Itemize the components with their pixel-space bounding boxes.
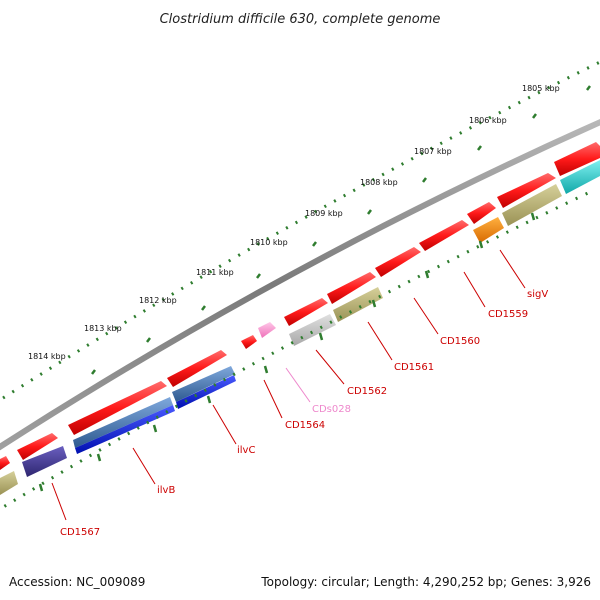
- accession-text: Accession: NC_009089: [9, 575, 145, 589]
- outer-ruler-ticks: [2, 60, 600, 400]
- gene-arrow-forward[interactable]: [167, 350, 227, 387]
- minor-tick: [318, 332, 324, 341]
- leader-line: [499, 249, 526, 289]
- gene-label-sigv[interactable]: sigV: [527, 289, 548, 300]
- minor-tick: [152, 424, 158, 433]
- leader-line: [463, 271, 486, 308]
- cog-block[interactable]: [502, 184, 562, 226]
- gene-label-cd1562[interactable]: CD1562: [347, 386, 387, 397]
- gene-label-ilvb[interactable]: ilvB: [157, 485, 175, 496]
- gene-label-cd1560[interactable]: CD1560: [440, 336, 480, 347]
- major-tick: [367, 209, 372, 215]
- minor-tick: [478, 240, 484, 249]
- gene-labels: [51, 249, 526, 521]
- leader-line: [367, 321, 393, 361]
- ruler-label: 1805 kbp: [522, 84, 560, 93]
- cog-block[interactable]: [0, 471, 18, 495]
- cog-block[interactable]: [560, 160, 600, 194]
- gene-arrow-forward[interactable]: [554, 142, 600, 176]
- major-tick: [256, 273, 261, 279]
- genome-backbone: [0, 118, 600, 451]
- gene-arrow-forward[interactable]: [68, 381, 167, 435]
- gene-label-ilvc[interactable]: ilvC: [237, 445, 255, 456]
- major-tick: [91, 369, 96, 375]
- major-tick: [477, 145, 482, 151]
- gene-arrow-forward[interactable]: [497, 173, 556, 208]
- ruler-label: 1812 kbp: [139, 296, 177, 305]
- gene-arrow-cds028[interactable]: [258, 322, 276, 338]
- gene-arrow-forward[interactable]: [419, 220, 469, 251]
- minor-tick: [424, 270, 430, 279]
- gene-arrow-forward[interactable]: [17, 433, 58, 460]
- ruler-label: 1809 kbp: [305, 209, 343, 218]
- major-tick: [586, 85, 591, 91]
- major-tick: [201, 305, 206, 311]
- gene-arrow-forward[interactable]: [375, 247, 421, 277]
- major-tick: [532, 113, 537, 119]
- gene-arrow-forward[interactable]: [284, 298, 328, 326]
- leader-line: [132, 447, 156, 485]
- minor-tick: [530, 212, 536, 221]
- minor-tick: [206, 395, 212, 404]
- gene-arrow-forward[interactable]: [241, 335, 257, 349]
- inner-tick-line: [0, 190, 591, 511]
- cog-track: [0, 160, 600, 495]
- leader-line: [413, 297, 439, 335]
- leader-line: [51, 482, 67, 521]
- leader-line: [285, 367, 311, 403]
- cog-block-ilvc-b[interactable]: [176, 375, 236, 409]
- ruler-label: 1806 kbp: [469, 116, 507, 125]
- inner-ruler-major-ticks: [38, 212, 536, 492]
- cog-block[interactable]: [289, 314, 336, 346]
- minor-tick: [96, 453, 102, 462]
- cog-block-ilvb-b[interactable]: [75, 405, 175, 454]
- cog-block[interactable]: [22, 446, 67, 477]
- ruler-label: 1810 kbp: [250, 238, 288, 247]
- gene-label-cd1567[interactable]: CD1567: [60, 527, 100, 538]
- gene-arrow-forward[interactable]: [467, 202, 496, 224]
- genome-summary-text: Topology: circular; Length: 4,290,252 bp…: [260, 575, 591, 589]
- gene-label-cd1561[interactable]: CD1561: [394, 362, 434, 373]
- major-tick: [422, 177, 427, 183]
- major-tick: [146, 337, 151, 343]
- ruler-labels: 1805 kbp 1806 kbp 1807 kbp 1808 kbp 1809…: [28, 84, 560, 361]
- gene-label-cd1564[interactable]: CD1564: [285, 420, 325, 431]
- ruler-label: 1807 kbp: [414, 147, 452, 156]
- gene-label-cds028[interactable]: CDs028: [312, 404, 351, 415]
- cog-block[interactable]: [473, 217, 504, 243]
- leader-line: [263, 379, 283, 419]
- outer-tick-line: [2, 60, 600, 400]
- map-title: Clostridium difficile 630, complete geno…: [160, 12, 441, 27]
- ruler-label: 1813 kbp: [84, 324, 122, 333]
- gene-arrow-forward[interactable]: [0, 456, 10, 470]
- cog-block-ilvb[interactable]: [73, 397, 173, 448]
- cog-block-ilvc[interactable]: [172, 366, 235, 402]
- ruler-label: 1814 kbp: [28, 352, 66, 361]
- forward-strand-genes: [0, 142, 600, 470]
- leader-line: [315, 349, 345, 385]
- leader-line: [212, 404, 237, 445]
- major-tick: [312, 241, 317, 247]
- gene-arrow-forward[interactable]: [327, 272, 376, 304]
- gene-label-cd1559[interactable]: CD1559: [488, 309, 528, 320]
- ruler-label: 1811 kbp: [196, 268, 234, 277]
- minor-tick: [371, 299, 377, 308]
- minor-tick: [38, 483, 44, 492]
- minor-tick: [263, 365, 269, 374]
- ruler-label: 1808 kbp: [360, 178, 398, 187]
- cog-block[interactable]: [333, 287, 383, 322]
- outer-ruler-major-ticks: [91, 85, 591, 375]
